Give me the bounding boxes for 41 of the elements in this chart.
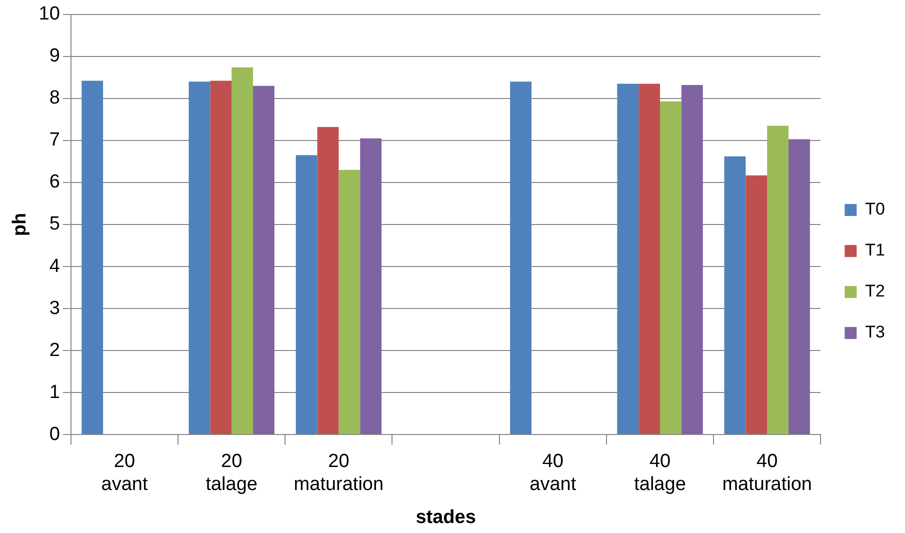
x-tick-label: 40 talage: [634, 451, 686, 496]
y-tick-label: 9: [49, 46, 60, 67]
x-tick-label: 40 avant: [530, 451, 577, 496]
y-tick-label: 6: [49, 172, 60, 193]
y-tick-label: 8: [49, 88, 60, 109]
legend-label: T0: [865, 200, 886, 219]
bar: [724, 156, 746, 434]
legend-label: T3: [865, 322, 886, 342]
bar: [660, 101, 682, 434]
bar: [188, 82, 210, 434]
bar: [317, 127, 339, 434]
bar: [360, 138, 382, 434]
bar: [746, 175, 768, 434]
bar: [253, 86, 274, 434]
bar: [296, 155, 318, 434]
bar: [617, 84, 639, 434]
bar: [638, 84, 660, 434]
bar: [681, 84, 703, 434]
y-tick-label: 2: [49, 340, 60, 361]
bar: [232, 67, 254, 434]
y-tick-label: 4: [49, 256, 60, 277]
y-tick-label: 10: [38, 4, 60, 25]
x-tick-label: 20 avant: [101, 451, 148, 496]
x-tick-label: 20 talage: [206, 451, 258, 496]
y-tick-label: 5: [49, 214, 60, 235]
x-tick-label: 40 maturation: [722, 451, 812, 496]
bar: [210, 80, 232, 434]
y-tick-label: 7: [49, 130, 60, 151]
y-tick-label: 0: [49, 424, 60, 445]
bar: [82, 80, 104, 434]
y-tick-label: 1: [49, 382, 60, 403]
bar: [788, 139, 810, 434]
x-tick-label: 20 maturation: [294, 451, 384, 496]
y-tick-label: 3: [49, 298, 60, 319]
legend-label: T2: [865, 282, 886, 301]
bar: [767, 126, 789, 434]
bar: [338, 170, 360, 434]
x-axis-title: stades: [416, 506, 476, 528]
legend-label: T1: [865, 240, 886, 260]
bar: [510, 82, 532, 434]
y-axis-title: ph: [10, 212, 31, 236]
